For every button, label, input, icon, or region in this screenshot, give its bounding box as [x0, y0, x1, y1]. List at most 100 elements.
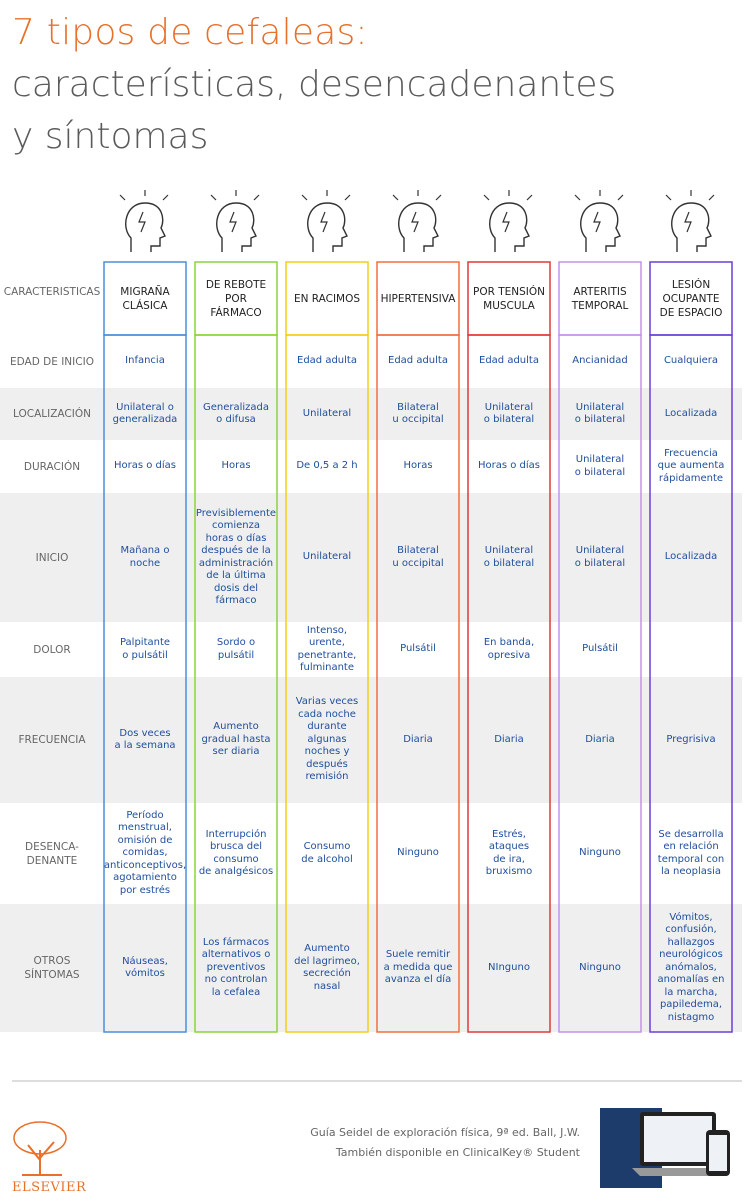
logo-text: ELSEVIER	[12, 1180, 87, 1195]
table-cell: Frecuencia que aumenta rápidamente	[657, 447, 725, 484]
laptop-base	[632, 1168, 724, 1176]
table-cell: Mañana o noche	[120, 545, 170, 569]
row-label: OTROS SÍNTOMAS	[24, 955, 80, 981]
column-frame	[103, 334, 187, 1033]
table-cell: Palpitante o pulsátil	[119, 637, 171, 661]
row-label: INICIO	[35, 551, 69, 564]
table-cell: Diaria	[494, 733, 524, 745]
head-icon	[671, 202, 712, 252]
logo-canopy	[13, 1121, 67, 1155]
column-header: MIGRAÑA CLÁSICA	[120, 285, 170, 312]
column-frame	[649, 334, 733, 1033]
table-cell: Previsiblemente comienza horas o días de…	[195, 507, 277, 607]
table-cell: Bilateral u occipital	[392, 545, 444, 569]
head-icon	[307, 202, 348, 252]
row-label: EDAD DE INICIO	[10, 355, 94, 368]
pain-ray	[665, 194, 672, 201]
logo-tree	[22, 1141, 62, 1176]
pain-ray	[708, 194, 715, 201]
table-cell: Generalizada o difusa	[202, 401, 270, 426]
pain-ray	[210, 194, 217, 201]
column-header: DE REBOTE POR FÁRMACO	[205, 278, 267, 319]
column-header: ARTERITIS TEMPORAL	[571, 285, 629, 312]
table-cell: Infancia	[125, 355, 165, 367]
table-cell: Náuseas, vómitos	[122, 955, 168, 980]
table-cell: Unilateral	[302, 551, 352, 563]
phone-screen	[709, 1135, 727, 1171]
table-cell: Unilateral o bilateral	[574, 545, 626, 569]
table-cell: Cualquiera	[663, 355, 719, 367]
table-cell: Localizada	[664, 407, 718, 419]
pain-ray	[344, 194, 351, 201]
row-band	[0, 493, 742, 622]
table-cell: Pulsátil	[582, 643, 618, 655]
head-icon	[125, 202, 166, 252]
table-cell: Unilateral o bilateral	[483, 401, 535, 426]
pain-ray	[574, 194, 581, 201]
table-cell: En banda, opresiva	[483, 637, 535, 661]
table-cell: Varias veces cada noche durante algunas …	[295, 696, 359, 783]
column-frame	[285, 334, 369, 1033]
pain-ray	[253, 194, 260, 201]
pain-ray	[301, 194, 308, 201]
table-cell: Diaria	[585, 733, 615, 745]
table-cell: Ancianidad	[572, 355, 628, 367]
pain-ray	[392, 194, 399, 201]
table-cell: Suele remitir a medida que avanza el día	[383, 949, 453, 986]
pain-mark	[684, 211, 692, 233]
column-header: HIPERTENSIVA	[380, 292, 456, 305]
table-cell: Unilateral o bilateral	[574, 401, 626, 426]
reference: También disponible en ClinicalKey® Stude…	[335, 1146, 580, 1159]
table-cell: NInguno	[488, 961, 530, 973]
pain-ray	[617, 194, 624, 201]
table-cell: Aumento del lagrimeo, secreción nasal	[294, 943, 360, 992]
pain-mark	[320, 211, 328, 233]
table-cell: Período menstrual, omisión de comidas, a…	[103, 809, 187, 896]
table-cell: Los fármacos alternativos o preventivos …	[201, 936, 271, 998]
table-cell: Pregrisiva	[666, 733, 716, 745]
table-cell: Edad adulta	[297, 355, 357, 367]
table-cell: Horas o días	[477, 460, 541, 472]
table-cell: Horas	[221, 460, 251, 472]
table-cell: Diaria	[403, 733, 433, 745]
row-label: DOLOR	[33, 643, 71, 656]
table-cell: Ninguno	[579, 847, 621, 859]
pain-mark	[138, 211, 146, 233]
table-cell: Bilateral u occipital	[392, 401, 444, 426]
column-frame	[376, 334, 460, 1033]
subtitle: y síntomas	[12, 116, 209, 157]
pain-ray	[162, 194, 169, 201]
table-cell: Unilateral o bilateral	[574, 454, 626, 478]
pain-ray	[483, 194, 490, 201]
table-cell: Ninguno	[397, 847, 439, 859]
table-cell: Se desarrolla en relación temporal con l…	[657, 828, 725, 878]
column-header: LESIÓN OCUPANTE DE ESPACIO	[659, 278, 723, 319]
column-frame	[467, 334, 551, 1033]
table-cell: Intenso, urente, penetrante, fulminante	[297, 624, 357, 674]
column-frame	[194, 334, 278, 1033]
row-band	[0, 677, 742, 803]
table-cell: Edad adulta	[388, 355, 448, 367]
table-cell: Dos veces a la semana	[114, 727, 176, 752]
table-cell: Unilateral o generalizada	[112, 401, 178, 426]
table-cell: Aumento gradual hasta ser diaria	[201, 721, 271, 758]
table-cell: Ninguno	[579, 961, 621, 973]
table-cell: Unilateral o bilateral	[483, 545, 535, 569]
table-cell: Unilateral	[302, 407, 352, 419]
pain-mark	[593, 211, 601, 233]
table-cell: Vómitos, confusión, hallazgos neurológic…	[657, 911, 725, 1023]
head-icon	[580, 202, 621, 252]
table-cell: Localizada	[664, 551, 718, 563]
table-cell: Pulsátil	[400, 643, 436, 655]
pain-ray	[435, 194, 442, 201]
column-frame	[558, 334, 642, 1033]
row-label: FRECUENCIA	[18, 734, 86, 746]
pain-mark	[229, 211, 237, 233]
row-label: DURACIÓN	[23, 460, 81, 473]
table-cell: Horas o días	[113, 460, 177, 472]
head-icon	[398, 202, 439, 252]
corner-label: CARACTERISTICAS	[3, 286, 101, 298]
pain-mark	[411, 211, 419, 233]
